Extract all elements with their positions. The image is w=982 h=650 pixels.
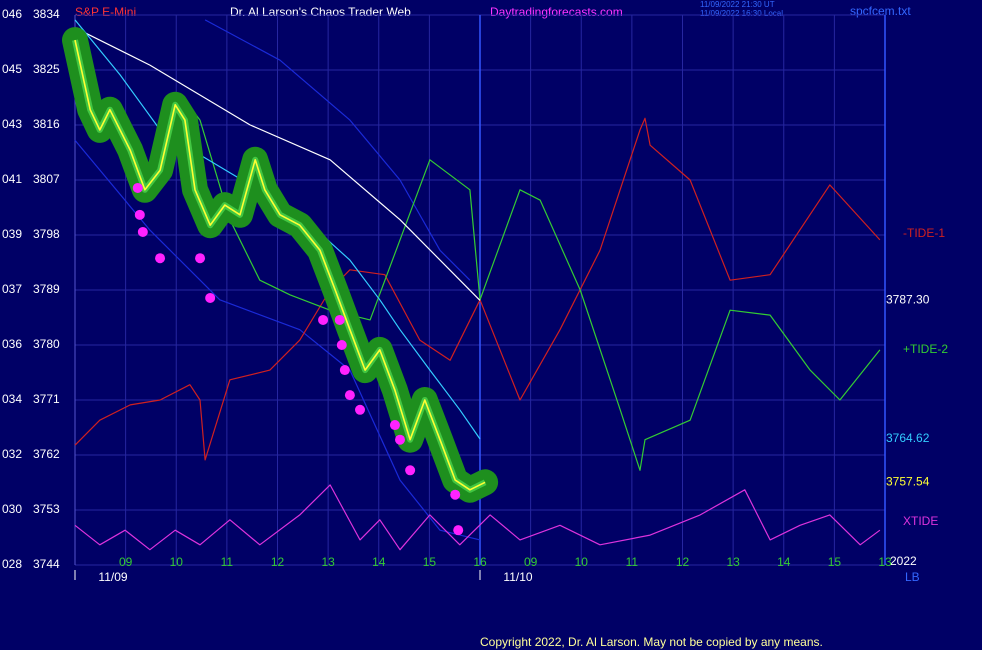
time-local: 11/09/2022 16:30 Local [700, 9, 783, 18]
x-tick-label: 09 [524, 555, 538, 569]
time-ut: 11/09/2022 21:30 UT [700, 0, 775, 9]
y-tick-label: 3762 [33, 447, 60, 461]
y2-tick-label: 045 [2, 62, 22, 76]
pivot-dot [137, 226, 148, 237]
pivot-dot [132, 182, 143, 193]
date-label: 11/10 [503, 570, 532, 584]
pivot-dot [395, 434, 406, 445]
pivot-dot [450, 489, 461, 500]
pivot-dot [336, 340, 347, 350]
pivot-dot [389, 420, 400, 431]
y-tick-label: 3744 [33, 557, 60, 571]
pivot-dot [134, 209, 145, 220]
y-tick-label: 3753 [33, 502, 60, 516]
pivot-dot [205, 292, 216, 303]
pivot-dot [318, 314, 329, 325]
x-tick-label: 10 [170, 555, 184, 569]
x-tick-label: 12 [271, 555, 285, 569]
y-tick-label: 3825 [33, 62, 60, 76]
x-tick-label: 09 [119, 555, 133, 569]
y2-tick-label: 039 [2, 227, 22, 241]
x-tick-label: 13 [726, 555, 740, 569]
file-name: spcfcem.txt [850, 4, 911, 18]
site-title: Dr. Al Larson's Chaos Trader Web [230, 5, 411, 19]
y2-tick-label: 036 [2, 337, 22, 351]
y2-tick-label: 030 [2, 502, 22, 516]
series-line [74, 117, 881, 461]
copyright: Copyright 2022, Dr. Al Larson. May not b… [480, 635, 823, 649]
y2-tick-label: 046 [2, 7, 22, 21]
end-label: 3764.62 [886, 431, 930, 445]
y-tick-label: 3780 [33, 337, 60, 351]
site-url: Daytradingforecasts.com [490, 5, 623, 19]
y2-tick-label: 032 [2, 447, 22, 461]
y2-tick-label: 028 [2, 557, 22, 571]
pivot-dot [155, 253, 166, 264]
end-label: 3787.30 [886, 293, 930, 307]
series-line [74, 27, 481, 301]
y2-tick-label: 037 [2, 282, 22, 296]
year: 2022 [890, 554, 917, 568]
y2-tick-label: 043 [2, 117, 22, 131]
plot-area: 3744 3753 3762 3771 3780 3789 3798 3807 3816 3825… [2, 7, 948, 584]
y-tick-label: 3798 [33, 227, 60, 241]
pivot-dot [344, 390, 355, 401]
date-label: 11/09 [98, 570, 127, 584]
x-tick-label: 14 [372, 555, 386, 569]
x-tick-label: 15 [423, 555, 437, 569]
pivot-dot [355, 404, 366, 415]
series-line [74, 484, 881, 551]
end-label: 3757.54 [886, 474, 930, 488]
y2-tick-label: 034 [2, 392, 22, 406]
legend-label: -TIDE-1 [903, 226, 945, 240]
x-tick-label: 10 [575, 555, 589, 569]
legend-label: XTIDE [903, 514, 938, 528]
x-tick-label: 15 [828, 555, 842, 569]
pivot-dot [195, 253, 206, 264]
y-tick-label: 3834 [33, 7, 60, 21]
y2-tick-label: 041 [2, 172, 22, 186]
pivot-dot [334, 314, 345, 325]
x-tick-label: 11 [626, 555, 639, 569]
series-line [74, 139, 481, 541]
y-tick-label: 3816 [33, 117, 60, 131]
pivot-dot [453, 525, 464, 536]
x-tick-label: 11 [221, 555, 234, 569]
legend-label: +TIDE-2 [903, 342, 948, 356]
series-line [204, 19, 471, 281]
code: LB [905, 570, 920, 584]
y-tick-label: 3771 [33, 392, 60, 406]
pivot-dot [405, 465, 416, 476]
instrument: S&P E-Mini [75, 5, 136, 19]
x-tick-label: 14 [777, 555, 791, 569]
series-line [184, 99, 881, 471]
series-line [74, 39, 486, 491]
pivot-dot [339, 365, 350, 376]
y-tick-label: 3789 [33, 282, 60, 296]
x-tick-label: 12 [676, 555, 690, 569]
y-tick-label: 3807 [33, 172, 60, 186]
x-tick-label: 13 [321, 555, 335, 569]
